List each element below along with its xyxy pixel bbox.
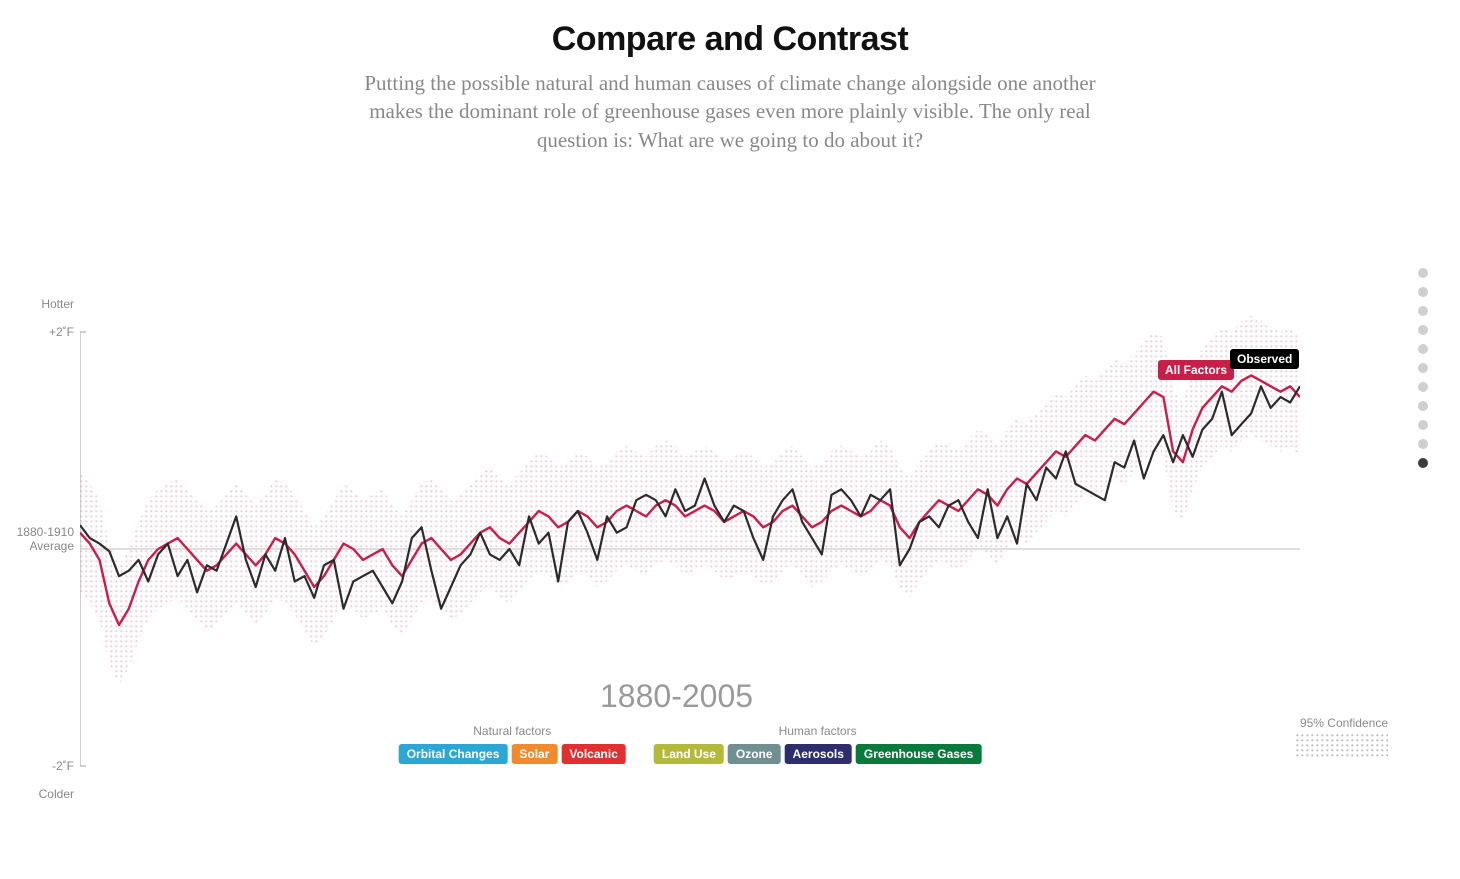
y-tick-top: +2˚F (49, 326, 74, 340)
y-baseline-label: 1880-1910 Average (17, 526, 74, 554)
legend-chip[interactable]: Ozone (728, 744, 781, 764)
confidence-legend: 95% Confidence (1296, 716, 1388, 758)
series-label-observed: Observed (1230, 349, 1299, 369)
nav-dot[interactable] (1418, 268, 1428, 278)
legend-group-heading: Human factors (654, 724, 981, 738)
nav-dot[interactable] (1418, 439, 1428, 449)
page-title: Compare and Contrast (0, 20, 1460, 59)
legend-chip[interactable]: Greenhouse Gases (856, 744, 981, 764)
nav-dot[interactable] (1418, 325, 1428, 335)
confidence-swatch-icon (1296, 734, 1388, 758)
nav-dot[interactable] (1418, 401, 1428, 411)
series-label-all-factors: All Factors (1158, 360, 1234, 380)
nav-dot[interactable] (1418, 382, 1428, 392)
legend-chip[interactable]: Orbital Changes (399, 744, 508, 764)
section-nav-dots[interactable] (1418, 268, 1428, 468)
confidence-legend-label: 95% Confidence (1296, 716, 1388, 730)
nav-dot[interactable] (1418, 363, 1428, 373)
y-tick-bottom: -2˚F (52, 760, 74, 774)
legend: Natural factors Orbital ChangesSolarVolca… (399, 724, 982, 764)
nav-dot[interactable] (1418, 306, 1428, 316)
page-subtitle: Putting the possible natural and human c… (350, 69, 1110, 154)
nav-dot[interactable] (1418, 344, 1428, 354)
legend-chip[interactable]: Solar (511, 744, 557, 764)
climate-chart: Hotter +2˚F 1880-1910 Average -2˚F Colde… (80, 300, 1300, 770)
y-label-hotter: Hotter (41, 298, 74, 312)
legend-group: Human factors Land UseOzoneAerosolsGreenh… (654, 724, 981, 764)
nav-dot[interactable] (1418, 420, 1428, 430)
legend-chip[interactable]: Land Use (654, 744, 724, 764)
legend-chip[interactable]: Volcanic (561, 744, 625, 764)
legend-group: Natural factors Orbital ChangesSolarVolca… (399, 724, 626, 764)
nav-dot[interactable] (1418, 287, 1428, 297)
legend-chip[interactable]: Aerosols (785, 744, 852, 764)
x-range-label: 1880-2005 (600, 678, 753, 715)
y-label-colder: Colder (39, 788, 74, 802)
legend-group-heading: Natural factors (399, 724, 626, 738)
nav-dot[interactable] (1418, 458, 1428, 468)
